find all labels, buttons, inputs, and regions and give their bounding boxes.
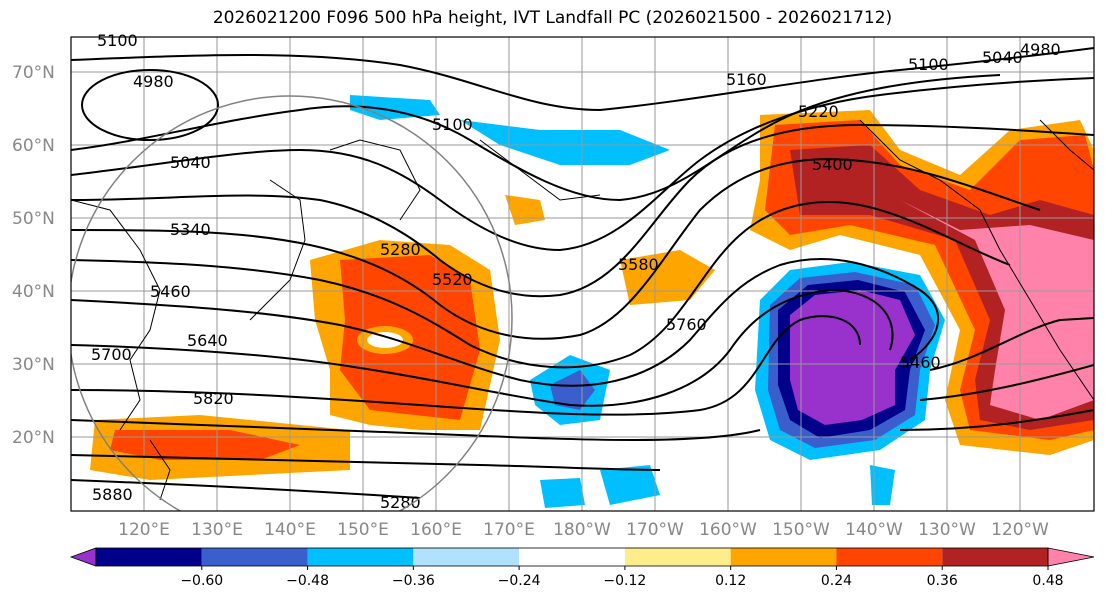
contour-label: 5400 bbox=[812, 155, 853, 174]
longitude-labels: 120°E 130°E 140°E 150°E 160°E 170°E 180°… bbox=[118, 520, 1049, 540]
contour-label: 5040 bbox=[170, 153, 211, 172]
contour-label: 5220 bbox=[798, 102, 839, 121]
colorbar-tick-label: −0.12 bbox=[603, 573, 646, 589]
contour-label: 5280 bbox=[380, 493, 421, 512]
contour-label: 4980 bbox=[133, 72, 174, 91]
contour-label: 5520 bbox=[432, 270, 473, 289]
contour-label: 5760 bbox=[666, 315, 707, 334]
lat-label: 50°N bbox=[12, 209, 55, 229]
contour-label: 5100 bbox=[908, 55, 949, 74]
contour-label: 5100 bbox=[97, 31, 138, 50]
colorbar-frame bbox=[95, 547, 1049, 567]
lat-label: 20°N bbox=[12, 428, 55, 448]
lon-label: 170°W bbox=[626, 520, 684, 540]
colorbar-ticks: −0.60 −0.48 −0.36 −0.24 −0.12 0.12 0.24 0.36 0.4… bbox=[180, 566, 1064, 589]
colorbar-segment bbox=[624, 548, 731, 566]
lon-label: 130°E bbox=[191, 520, 243, 540]
contour-label: 5580 bbox=[618, 255, 659, 274]
colorbar-extend-max bbox=[1047, 547, 1095, 567]
contour-label: 5040 bbox=[982, 48, 1023, 67]
lon-label: 160°E bbox=[410, 520, 462, 540]
colorbar-tick-label: 0.12 bbox=[715, 573, 746, 589]
contour-label: 5100 bbox=[432, 115, 473, 134]
map-frame bbox=[70, 36, 1095, 512]
colorbar-tick-label: −0.48 bbox=[286, 573, 329, 589]
contour-label: 4980 bbox=[1020, 40, 1061, 59]
lon-label: 120°W bbox=[991, 520, 1049, 540]
lat-label: 30°N bbox=[12, 355, 55, 375]
contour-label: 5160 bbox=[726, 70, 767, 89]
colorbar-segment bbox=[836, 548, 943, 566]
contour-label: 5820 bbox=[193, 389, 234, 408]
colorbar-segment bbox=[519, 548, 625, 566]
colorbar-segment bbox=[307, 548, 414, 566]
gridlines bbox=[71, 37, 1094, 511]
contour-label: 5460 bbox=[150, 282, 191, 301]
lon-label: 140°E bbox=[264, 520, 316, 540]
lon-label: 180°W bbox=[553, 520, 611, 540]
height-contours bbox=[71, 47, 1094, 499]
colorbar-tick-label: −0.60 bbox=[180, 573, 223, 589]
map-title: 2026021200 F096 500 hPa height, IVT Land… bbox=[212, 8, 893, 28]
lon-label: 160°W bbox=[699, 520, 757, 540]
colorbar-tick-label: 0.48 bbox=[1032, 573, 1063, 589]
colorbar-extend-min bbox=[69, 547, 97, 567]
colorbar-tick-label: 0.36 bbox=[927, 573, 958, 589]
contour-label-group: 5100 4980 5040 5340 5460 5640 5700 5820 … bbox=[91, 31, 1061, 512]
contour-label: 5340 bbox=[170, 220, 211, 239]
lon-label: 130°W bbox=[918, 520, 976, 540]
lon-label: 170°E bbox=[483, 520, 535, 540]
lat-label: 70°N bbox=[12, 63, 55, 83]
colorbar-segment bbox=[730, 548, 837, 566]
lon-label: 140°W bbox=[845, 520, 903, 540]
contour-label: 5640 bbox=[187, 331, 228, 350]
latitude-labels: 70°N 60°N 50°N 40°N 30°N 20°N bbox=[12, 63, 55, 448]
lat-label: 40°N bbox=[12, 282, 55, 302]
colorbar-tick-label: −0.36 bbox=[392, 573, 435, 589]
contour-label: 5460 bbox=[900, 353, 941, 372]
colorbar-segment bbox=[413, 548, 520, 566]
colorbar-segment bbox=[942, 548, 1048, 566]
contour-label: 5280 bbox=[380, 240, 421, 259]
colorbar-segment bbox=[96, 548, 202, 566]
colorbar-tick-label: 0.24 bbox=[821, 573, 852, 589]
lon-label: 120°E bbox=[118, 520, 170, 540]
lon-label: 150°W bbox=[772, 520, 830, 540]
contour-label: 5880 bbox=[92, 485, 133, 504]
colorbar-tick-label: −0.24 bbox=[498, 573, 541, 589]
colorbar-segment bbox=[201, 548, 308, 566]
lon-label: 150°E bbox=[337, 520, 389, 540]
radius-circle bbox=[71, 95, 513, 511]
lat-label: 60°N bbox=[12, 136, 55, 156]
contour-label: 5700 bbox=[91, 345, 132, 364]
colorbar bbox=[69, 547, 1095, 567]
